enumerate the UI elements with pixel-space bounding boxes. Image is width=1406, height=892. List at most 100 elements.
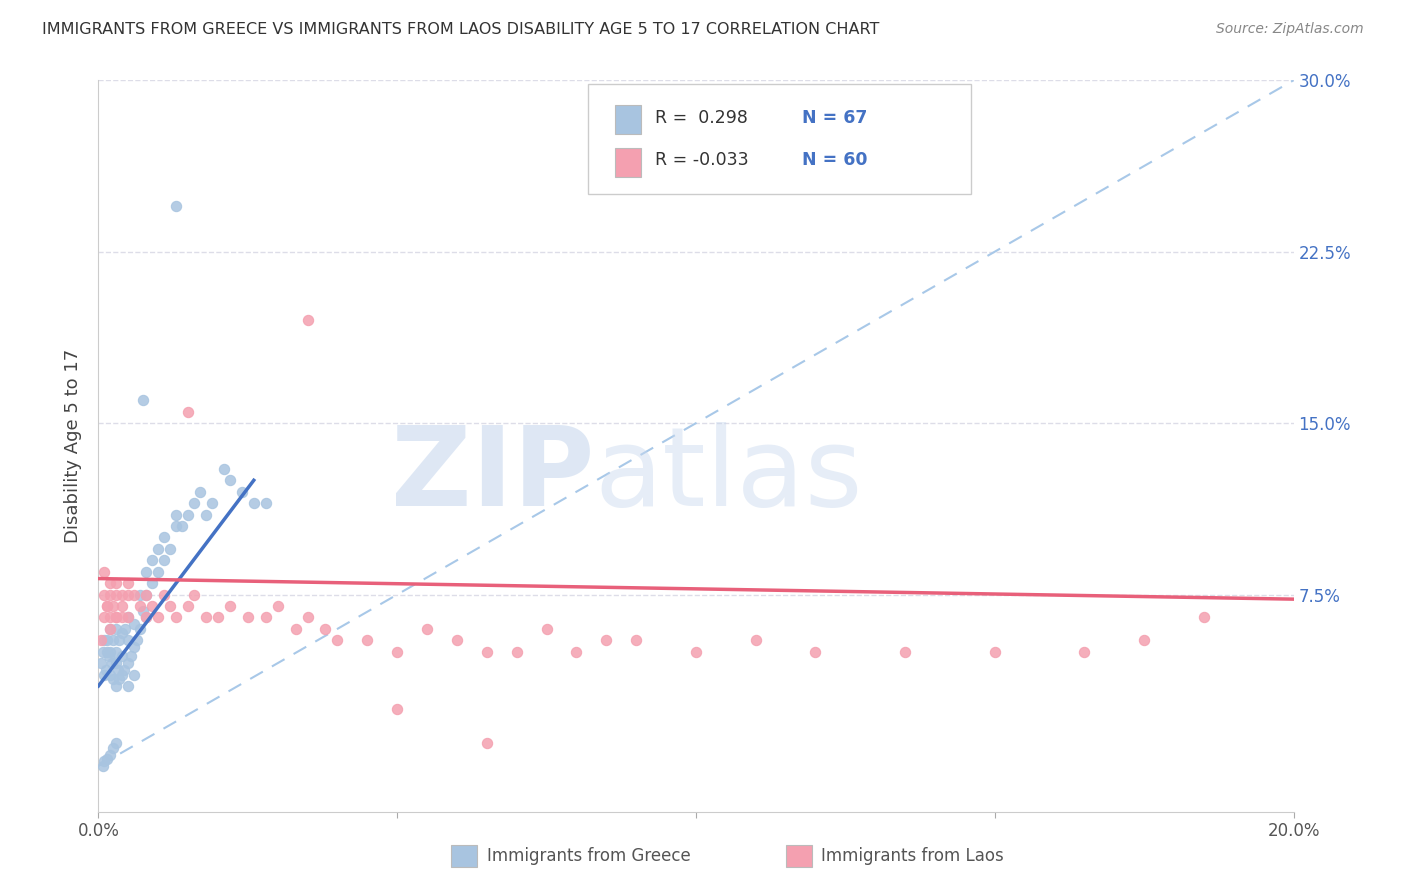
Point bbox=[111, 626, 134, 640]
Point bbox=[135, 610, 157, 624]
Text: atlas: atlas bbox=[595, 422, 863, 529]
Point bbox=[165, 610, 187, 624]
Point bbox=[107, 663, 129, 677]
Point bbox=[219, 473, 242, 487]
Point bbox=[141, 553, 163, 567]
Point bbox=[297, 313, 319, 327]
Point bbox=[1133, 633, 1156, 648]
Point bbox=[127, 633, 149, 648]
Point bbox=[111, 588, 134, 602]
Text: Immigrants from Greece: Immigrants from Greece bbox=[486, 847, 690, 864]
Point bbox=[105, 656, 128, 670]
Point bbox=[153, 588, 176, 602]
Point bbox=[219, 599, 242, 613]
Point bbox=[120, 649, 142, 664]
Point bbox=[231, 484, 253, 499]
Point bbox=[93, 633, 115, 648]
Point bbox=[183, 496, 205, 510]
Text: Immigrants from Laos: Immigrants from Laos bbox=[821, 847, 1004, 864]
Point bbox=[105, 679, 128, 693]
Point bbox=[90, 656, 112, 670]
FancyBboxPatch shape bbox=[451, 845, 477, 867]
Point bbox=[91, 759, 114, 773]
Point bbox=[595, 633, 617, 648]
Point bbox=[103, 633, 125, 648]
Point bbox=[117, 610, 139, 624]
Point bbox=[284, 622, 307, 636]
Text: N = 67: N = 67 bbox=[803, 109, 868, 127]
Point bbox=[626, 633, 648, 648]
Point bbox=[135, 588, 157, 602]
Point bbox=[105, 622, 128, 636]
Point bbox=[148, 610, 170, 624]
Point bbox=[96, 599, 118, 613]
Point bbox=[536, 622, 558, 636]
Text: Source: ZipAtlas.com: Source: ZipAtlas.com bbox=[1216, 22, 1364, 37]
Point bbox=[117, 610, 139, 624]
Point bbox=[172, 519, 194, 533]
FancyBboxPatch shape bbox=[588, 84, 970, 194]
Point bbox=[159, 599, 181, 613]
Text: N = 60: N = 60 bbox=[803, 151, 868, 169]
Text: R = -0.033: R = -0.033 bbox=[655, 151, 749, 169]
Point bbox=[315, 622, 337, 636]
Point bbox=[177, 405, 200, 419]
FancyBboxPatch shape bbox=[786, 845, 811, 867]
Point bbox=[129, 588, 152, 602]
Point bbox=[153, 530, 176, 544]
Point bbox=[114, 622, 136, 636]
Point bbox=[105, 645, 128, 659]
Point bbox=[117, 588, 139, 602]
Point bbox=[108, 672, 131, 686]
Point bbox=[565, 645, 588, 659]
Point bbox=[385, 702, 409, 716]
Point bbox=[117, 679, 139, 693]
Text: ZIP: ZIP bbox=[391, 422, 595, 529]
Point bbox=[804, 645, 827, 659]
Point bbox=[96, 633, 118, 648]
Point bbox=[297, 610, 319, 624]
Point bbox=[685, 645, 707, 659]
Point bbox=[100, 622, 122, 636]
Point bbox=[117, 633, 139, 648]
Point bbox=[153, 553, 176, 567]
Point bbox=[506, 645, 529, 659]
Point bbox=[984, 645, 1007, 659]
Point bbox=[195, 610, 218, 624]
Point bbox=[93, 755, 115, 769]
Point bbox=[124, 588, 146, 602]
Point bbox=[124, 617, 146, 632]
Point bbox=[254, 496, 277, 510]
Point bbox=[103, 599, 125, 613]
Point bbox=[103, 672, 125, 686]
FancyBboxPatch shape bbox=[614, 147, 641, 177]
Point bbox=[165, 199, 187, 213]
Point bbox=[745, 633, 768, 648]
Point bbox=[93, 588, 115, 602]
Point bbox=[326, 633, 349, 648]
Point bbox=[91, 645, 114, 659]
Point bbox=[117, 656, 139, 670]
Point bbox=[100, 588, 122, 602]
Point bbox=[135, 610, 157, 624]
Y-axis label: Disability Age 5 to 17: Disability Age 5 to 17 bbox=[65, 349, 83, 543]
Point bbox=[132, 603, 155, 617]
Point bbox=[100, 622, 122, 636]
Point bbox=[148, 541, 170, 556]
Point bbox=[100, 610, 122, 624]
Point bbox=[894, 645, 917, 659]
FancyBboxPatch shape bbox=[614, 104, 641, 134]
Point bbox=[124, 640, 146, 655]
Point bbox=[148, 565, 170, 579]
Point bbox=[188, 484, 211, 499]
Point bbox=[129, 599, 152, 613]
Point bbox=[112, 663, 135, 677]
Point bbox=[96, 645, 118, 659]
Point bbox=[105, 610, 128, 624]
Point bbox=[98, 649, 121, 664]
Point bbox=[117, 576, 139, 591]
Point bbox=[243, 496, 266, 510]
Point bbox=[111, 599, 134, 613]
Point bbox=[165, 508, 187, 522]
Point bbox=[416, 622, 439, 636]
